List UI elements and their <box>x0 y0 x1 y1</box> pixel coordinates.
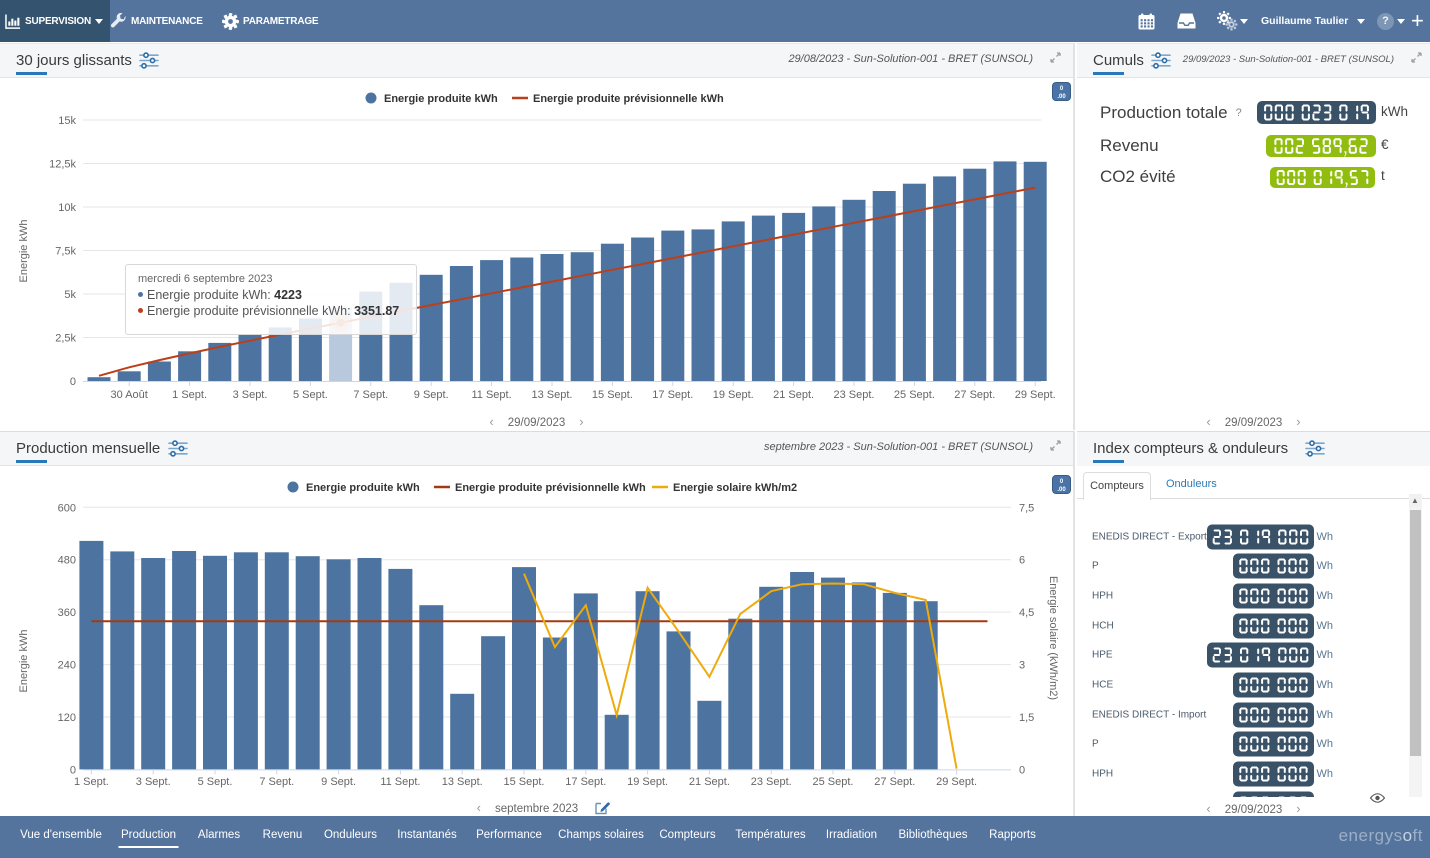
svg-text:Energie produite kWh: Energie produite kWh <box>384 93 498 105</box>
svg-text:3: 3 <box>1019 660 1025 672</box>
svg-text:1,5: 1,5 <box>1019 712 1034 724</box>
svg-text:21 Sept.: 21 Sept. <box>689 776 730 788</box>
svg-text:29 Sept.: 29 Sept. <box>1015 389 1056 401</box>
svg-text:1 Sept.: 1 Sept. <box>74 776 109 788</box>
svg-text:7,5: 7,5 <box>1019 502 1034 514</box>
svg-text:7 Sept.: 7 Sept. <box>259 776 294 788</box>
svg-text:12,5k: 12,5k <box>49 159 76 171</box>
svg-text:480: 480 <box>58 555 76 567</box>
svg-text:Energie solaire (kWh/m2): Energie solaire (kWh/m2) <box>1047 576 1059 700</box>
svg-text:15 Sept.: 15 Sept. <box>504 776 545 788</box>
svg-text:17 Sept.: 17 Sept. <box>652 389 693 401</box>
svg-text:17 Sept.: 17 Sept. <box>565 776 606 788</box>
svg-text:15 Sept.: 15 Sept. <box>592 389 633 401</box>
svg-text:Energie produite kWh: Energie produite kWh <box>306 482 420 494</box>
svg-text:5 Sept.: 5 Sept. <box>293 389 328 401</box>
svg-text:9 Sept.: 9 Sept. <box>414 389 449 401</box>
svg-text:19 Sept.: 19 Sept. <box>713 389 754 401</box>
svg-text:19 Sept.: 19 Sept. <box>627 776 668 788</box>
svg-text:3 Sept.: 3 Sept. <box>136 776 171 788</box>
svg-text:21 Sept.: 21 Sept. <box>773 389 814 401</box>
svg-text:9 Sept.: 9 Sept. <box>321 776 356 788</box>
svg-text:27 Sept.: 27 Sept. <box>874 776 915 788</box>
svg-text:0: 0 <box>70 764 76 776</box>
svg-text:5k: 5k <box>64 289 76 301</box>
svg-text:25 Sept.: 25 Sept. <box>894 389 935 401</box>
svg-text:13 Sept.: 13 Sept. <box>442 776 483 788</box>
svg-text:0: 0 <box>1019 764 1025 776</box>
svg-text:7 Sept.: 7 Sept. <box>353 389 388 401</box>
svg-text:Energie solaire kWh/m2: Energie solaire kWh/m2 <box>673 482 797 494</box>
svg-text:Energie produite prévisionnell: Energie produite prévisionnelle kWh <box>455 482 646 494</box>
svg-text:1 Sept.: 1 Sept. <box>172 389 207 401</box>
svg-text:240: 240 <box>58 660 76 672</box>
svg-text:30 Août: 30 Août <box>111 389 148 401</box>
svg-text:120: 120 <box>58 712 76 724</box>
svg-text:600: 600 <box>58 502 76 514</box>
svg-text:15k: 15k <box>58 115 76 127</box>
svg-text:Energie kWh: Energie kWh <box>18 220 30 283</box>
svg-text:23 Sept.: 23 Sept. <box>834 389 875 401</box>
svg-text:25 Sept.: 25 Sept. <box>813 776 854 788</box>
svg-text:Energie produite prévisionnell: Energie produite prévisionnelle kWh <box>533 93 724 105</box>
svg-text:Energie kWh: Energie kWh <box>18 630 30 693</box>
svg-text:0: 0 <box>70 376 76 388</box>
svg-text:5 Sept.: 5 Sept. <box>198 776 233 788</box>
svg-text:3 Sept.: 3 Sept. <box>233 389 268 401</box>
svg-text:2,5k: 2,5k <box>55 333 76 345</box>
svg-text:10k: 10k <box>58 202 76 214</box>
svg-text:6: 6 <box>1019 555 1025 567</box>
svg-text:11 Sept.: 11 Sept. <box>380 776 420 788</box>
svg-text:360: 360 <box>58 607 76 619</box>
svg-text:11 Sept.: 11 Sept. <box>472 389 512 401</box>
svg-text:7,5k: 7,5k <box>55 246 76 258</box>
svg-text:27 Sept.: 27 Sept. <box>954 389 995 401</box>
svg-text:29 Sept.: 29 Sept. <box>936 776 977 788</box>
svg-text:4,5: 4,5 <box>1019 607 1034 619</box>
svg-text:23 Sept.: 23 Sept. <box>751 776 792 788</box>
svg-text:13 Sept.: 13 Sept. <box>532 389 573 401</box>
